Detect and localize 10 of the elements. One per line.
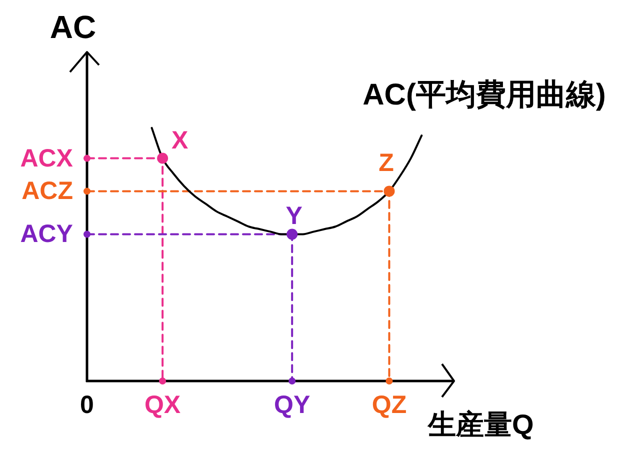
- x-tick-label: 0: [80, 391, 94, 419]
- annotation: Z: [378, 149, 394, 178]
- annotation: ACZ: [22, 177, 73, 206]
- x-tick-label: QX: [144, 391, 181, 419]
- annotation: ACX: [20, 144, 73, 172]
- annotation: ACY: [20, 220, 73, 248]
- x-tick-label: QY: [274, 391, 310, 419]
- annotation: X: [172, 126, 188, 154]
- x-tick-label: QZ: [372, 391, 407, 419]
- annotation: Y: [286, 202, 302, 230]
